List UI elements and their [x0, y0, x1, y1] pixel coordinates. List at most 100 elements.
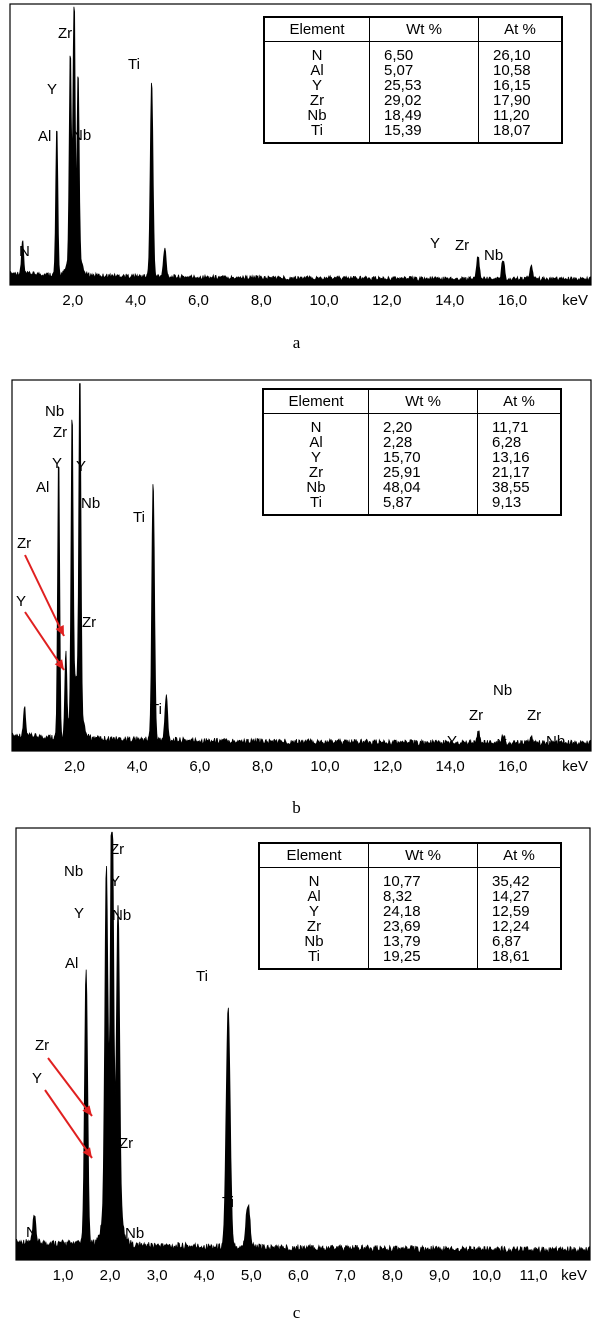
table-row: N 10,77 35,42: [258, 867, 562, 889]
spectrum-trace: [9, 6, 592, 286]
x-tick-label: 1,0: [53, 1267, 74, 1284]
table-header-row: Element Wt % At %: [258, 842, 562, 868]
peak-label: Zr: [469, 707, 483, 724]
peak-label: Y: [76, 458, 86, 475]
cell-wt: 18,49: [369, 108, 479, 123]
header-at: At %: [477, 388, 562, 414]
peak-label: Zr: [455, 237, 469, 254]
cell-element: Y: [262, 450, 369, 465]
table-row: N 2,20 11,71: [262, 413, 562, 435]
x-tick-label: 16,0: [498, 758, 527, 775]
composition-table-c: Element Wt % At % N 10,77 35,42 Al 8,32 14,27…: [258, 842, 562, 970]
cell-element: Y: [263, 78, 370, 93]
composition-table-b: Element Wt % At % N 2,20 11,71 Al 2,28 6,28 Y 1…: [262, 388, 562, 516]
cell-at: 16,15: [478, 78, 563, 93]
x-tick-label: 5,0: [241, 1267, 262, 1284]
cell-at: 21,17: [477, 465, 562, 480]
cell-element: Y: [258, 904, 369, 919]
x-tick-label: 4,0: [194, 1267, 215, 1284]
table-row: Zr 29,02 17,90: [263, 93, 563, 108]
x-tick-label: 10,0: [472, 1267, 501, 1284]
cell-wt: 15,70: [368, 450, 478, 465]
x-tick-label: 2,0: [100, 1267, 121, 1284]
cell-wt: 29,02: [369, 93, 479, 108]
caption-a: a: [292, 333, 301, 352]
cell-at: 38,55: [477, 480, 562, 495]
cell-at: 14,27: [477, 889, 562, 904]
cell-wt: 48,04: [368, 480, 478, 495]
header-at: At %: [477, 842, 562, 868]
x-tick-label: 14,0: [436, 758, 465, 775]
cell-at: 9,13: [477, 495, 562, 515]
cell-at: 10,58: [478, 63, 563, 78]
header-wt: Wt %: [368, 842, 478, 868]
header-element: Element: [262, 388, 369, 414]
x-tick-label: 8,0: [251, 292, 272, 309]
table-row: Y 15,70 13,16: [262, 450, 562, 465]
peak-label: Zr: [527, 707, 541, 724]
cell-element: Ti: [262, 495, 369, 515]
cell-at: 6,28: [477, 435, 562, 450]
table-row: Zr 25,91 21,17: [262, 465, 562, 480]
table-row: Y 25,53 16,15: [263, 78, 563, 93]
cell-element: Nb: [262, 480, 369, 495]
header-wt: Wt %: [368, 388, 478, 414]
cell-element: N: [258, 867, 369, 889]
header-element: Element: [258, 842, 369, 868]
spectrum-trace: [15, 831, 591, 1261]
peak-label: N: [17, 733, 28, 750]
peak-label: Nb: [81, 495, 100, 512]
cell-wt: 19,25: [368, 949, 478, 969]
cell-element: Nb: [263, 108, 370, 123]
x-tick-label: 9,0: [429, 1267, 450, 1284]
peak-label: Zr: [82, 614, 96, 631]
peak-label: Y: [447, 733, 457, 750]
cell-at: 13,16: [477, 450, 562, 465]
arrow-y: [44, 1089, 93, 1159]
table-row: Y 24,18 12,59: [258, 904, 562, 919]
x-tick-label: 16,0: [498, 292, 527, 309]
cell-wt: 15,39: [369, 123, 479, 143]
table-row: Nb 18,49 11,20: [263, 108, 563, 123]
x-axis-unit: keV: [562, 292, 588, 309]
peak-label: Y: [74, 905, 84, 922]
cell-element: Ti: [263, 123, 370, 143]
peak-label: Ti: [196, 968, 208, 985]
table-row: Al 2,28 6,28: [262, 435, 562, 450]
composition-table-a: Element Wt % At % N 6,50 26,10 Al 5,07 10,58 Y…: [263, 16, 563, 144]
table-row: Ti 15,39 18,07: [263, 123, 563, 143]
table-row: N 6,50 26,10: [263, 41, 563, 63]
cell-element: Nb: [258, 934, 369, 949]
cell-wt: 10,77: [368, 867, 478, 889]
peak-label: Nb: [546, 733, 565, 750]
cell-wt: 8,32: [368, 889, 478, 904]
peak-label: Y: [110, 873, 120, 890]
peak-label: Zr: [17, 535, 31, 552]
peak-label: N: [26, 1224, 37, 1241]
panel-b: 2,0 4,0 6,0 8,0 10,0 12,0 14,0 16,0 keV Nb Zr Y Y Nb A…: [0, 379, 593, 828]
table-header-row: Element Wt % At %: [262, 388, 562, 414]
peak-label: Y: [47, 81, 57, 98]
arrow-y: [24, 611, 65, 671]
caption-b: b: [292, 798, 301, 817]
header-wt: Wt %: [369, 16, 479, 42]
cell-element: Al: [263, 63, 370, 78]
cell-element: Ti: [258, 949, 369, 969]
peak-label: Zr: [110, 841, 124, 858]
cell-at: 6,87: [477, 934, 562, 949]
x-tick-label: 12,0: [372, 292, 401, 309]
cell-at: 17,90: [478, 93, 563, 108]
peak-label: Nb: [45, 403, 64, 420]
peak-label: Al: [38, 128, 51, 145]
peak-label: N: [19, 243, 30, 260]
x-tick-label: 6,0: [288, 1267, 309, 1284]
peak-label: Zr: [53, 424, 67, 441]
spectrum-chart-a: 2,0 4,0 6,0 8,0 10,0 12,0 14,0 16,0 keVNAlYZrNbT…: [9, 3, 592, 309]
cell-at: 11,71: [477, 413, 562, 435]
table-row: Zr 23,69 12,24: [258, 919, 562, 934]
panel-c: 1,0 2,0 3,0 4,0 5,0 6,0 7,0 8,0 9,0 10,0 11,0 keV Zr…: [0, 827, 593, 1339]
peak-label: Y: [16, 593, 26, 610]
peak-label: Ti: [150, 701, 162, 718]
cell-wt: 23,69: [368, 919, 478, 934]
